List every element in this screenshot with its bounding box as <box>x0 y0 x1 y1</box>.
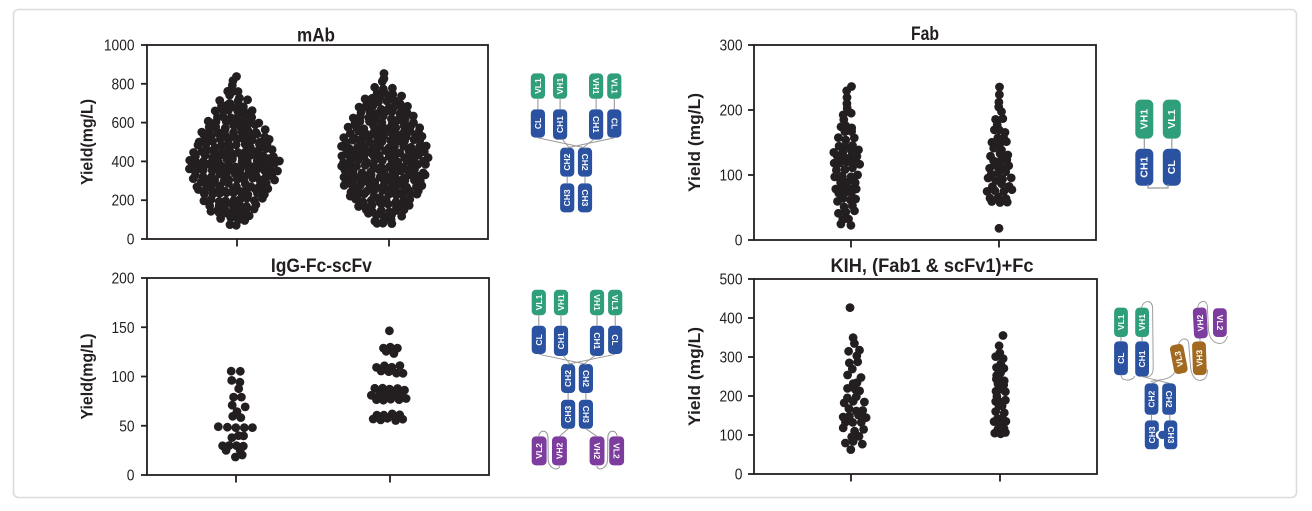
svg-text:VL2: VL2 <box>612 443 622 459</box>
svg-text:CH2: CH2 <box>581 370 591 387</box>
svg-text:VH2: VH2 <box>592 443 602 460</box>
svg-text:300: 300 <box>720 350 743 367</box>
svg-text:400: 400 <box>112 154 135 171</box>
svg-text:Yield (mg/L): Yield (mg/L) <box>686 327 704 426</box>
svg-text:500: 500 <box>720 272 743 289</box>
svg-text:CL: CL <box>533 118 543 129</box>
svg-text:VH1: VH1 <box>1138 109 1150 130</box>
svg-text:CH1: CH1 <box>1138 157 1150 178</box>
svg-text:VH1: VH1 <box>592 294 602 311</box>
svg-text:VH1: VH1 <box>1137 314 1147 331</box>
svg-text:CL: CL <box>1166 160 1178 175</box>
svg-text:0: 0 <box>127 232 135 249</box>
svg-text:CL: CL <box>610 334 620 345</box>
svg-text:CH3: CH3 <box>581 406 591 423</box>
svg-text:CH1: CH1 <box>556 332 566 349</box>
svg-text:VH2: VH2 <box>1195 314 1206 331</box>
svg-text:100: 100 <box>112 369 135 386</box>
svg-text:CL: CL <box>1116 353 1126 364</box>
svg-text:CH1: CH1 <box>555 116 565 133</box>
svg-text:CH2: CH2 <box>562 153 572 170</box>
svg-text:200: 200 <box>720 389 743 406</box>
svg-text:0: 0 <box>127 468 135 485</box>
svg-text:VL2: VL2 <box>1215 315 1225 331</box>
svg-text:200: 200 <box>112 193 135 210</box>
svg-text:VL1: VL1 <box>1166 109 1178 128</box>
svg-text:CH3: CH3 <box>562 189 572 206</box>
svg-text:VH2: VH2 <box>555 442 565 459</box>
svg-text:Yield(mg/L): Yield(mg/L) <box>79 99 97 185</box>
svg-text:VH1: VH1 <box>591 78 601 95</box>
svg-text:400: 400 <box>720 311 743 328</box>
svg-text:CH1: CH1 <box>1137 350 1147 367</box>
svg-text:150: 150 <box>112 320 135 337</box>
svg-text:CH2: CH2 <box>1164 391 1174 408</box>
svg-text:mAb: mAb <box>297 26 335 47</box>
svg-text:VL1: VL1 <box>610 295 620 311</box>
svg-text:VL1: VL1 <box>534 294 544 310</box>
svg-text:0: 0 <box>735 233 743 250</box>
svg-text:VH3: VH3 <box>1194 349 1205 366</box>
svg-text:VH1: VH1 <box>556 294 566 311</box>
svg-text:50: 50 <box>119 418 135 435</box>
svg-text:VH1: VH1 <box>555 78 565 95</box>
svg-text:200: 200 <box>112 271 135 288</box>
svg-text:Yield(mg/L): Yield(mg/L) <box>79 334 97 420</box>
svg-text:CH3: CH3 <box>563 406 573 423</box>
svg-text:CH2: CH2 <box>580 154 590 171</box>
svg-text:KIH, (Fab1 & scFv1)+Fc: KIH, (Fab1 & scFv1)+Fc <box>831 256 1034 277</box>
svg-text:1000: 1000 <box>104 38 135 55</box>
svg-text:CH3: CH3 <box>1166 426 1176 443</box>
svg-text:VL2: VL2 <box>534 443 544 459</box>
svg-text:300: 300 <box>720 38 743 55</box>
svg-text:CH2: CH2 <box>563 370 573 387</box>
svg-text:CH3: CH3 <box>1147 426 1157 443</box>
svg-text:800: 800 <box>112 76 135 93</box>
svg-text:CH1: CH1 <box>591 116 601 133</box>
svg-text:VL1: VL1 <box>609 78 619 94</box>
svg-text:Fab: Fab <box>911 24 939 45</box>
svg-text:IgG-Fc-scFv: IgG-Fc-scFv <box>271 256 372 277</box>
svg-text:100: 100 <box>720 428 743 445</box>
svg-text:CH3: CH3 <box>580 189 590 206</box>
svg-text:Yield (mg/L): Yield (mg/L) <box>686 93 704 192</box>
svg-text:CH2: CH2 <box>1147 390 1157 407</box>
svg-text:100: 100 <box>720 168 743 185</box>
svg-text:0: 0 <box>735 467 743 484</box>
svg-text:VL1: VL1 <box>1116 314 1126 330</box>
svg-text:VL3: VL3 <box>1172 350 1185 367</box>
svg-text:600: 600 <box>112 115 135 132</box>
svg-text:CH1: CH1 <box>592 332 602 349</box>
svg-text:CL: CL <box>534 334 544 345</box>
svg-text:200: 200 <box>720 103 743 120</box>
svg-text:CL: CL <box>609 118 619 129</box>
svg-text:VL1: VL1 <box>533 78 543 94</box>
